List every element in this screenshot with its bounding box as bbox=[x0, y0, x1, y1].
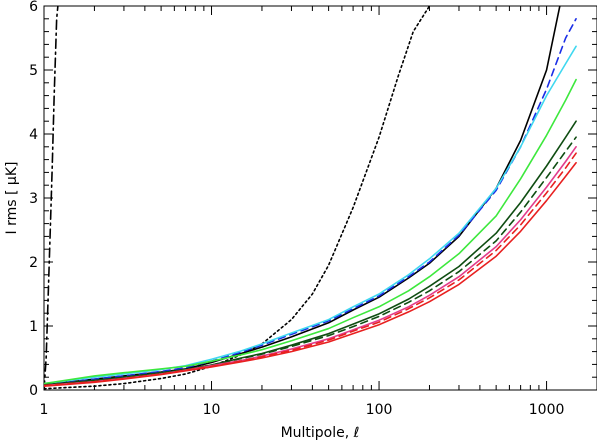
y-tick-label: 3 bbox=[29, 191, 38, 207]
series-line-7 bbox=[44, 136, 577, 386]
y-tick-label: 2 bbox=[29, 255, 38, 271]
series-line-3 bbox=[44, 18, 577, 386]
y-axis-label: I rms [ μK] bbox=[4, 162, 20, 235]
y-tick-label: 4 bbox=[29, 127, 38, 143]
y-tick-label: 5 bbox=[29, 63, 38, 79]
series-line-0 bbox=[44, 6, 59, 390]
series-line-2 bbox=[44, 6, 561, 386]
y-tick-label: 6 bbox=[29, 0, 38, 15]
y-tick-label: 1 bbox=[29, 319, 38, 335]
series-lines bbox=[44, 6, 577, 390]
x-tick-label: 100 bbox=[366, 402, 393, 418]
ticks bbox=[43, 5, 597, 391]
x-tick-label: 1000 bbox=[529, 402, 565, 418]
x-tick-label: 10 bbox=[203, 402, 221, 418]
series-line-5 bbox=[44, 78, 577, 385]
x-axis-label: Multipole, ℓ bbox=[281, 425, 360, 441]
plot-frame bbox=[43, 5, 597, 391]
x-tick-label: 1 bbox=[40, 402, 49, 418]
series-line-1 bbox=[44, 6, 431, 390]
series-line-10 bbox=[44, 162, 577, 387]
series-line-8 bbox=[44, 146, 577, 387]
y-tick-label: 0 bbox=[29, 383, 38, 399]
